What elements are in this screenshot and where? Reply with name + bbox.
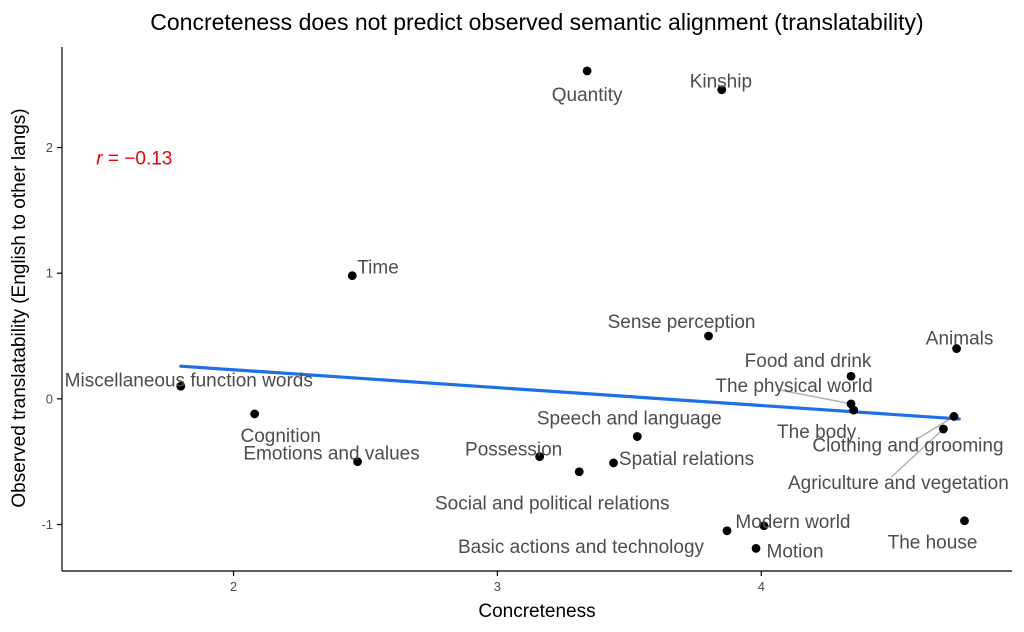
point-label: The body	[777, 422, 857, 443]
data-point	[751, 543, 761, 553]
point-label: Quantity	[552, 85, 623, 106]
point-label: Clothing and grooming	[812, 435, 1003, 456]
data-point	[849, 405, 859, 415]
correlation-value: = −0.13	[103, 149, 173, 170]
point-label: Time	[357, 258, 399, 279]
data-point	[960, 516, 969, 526]
x-tick-label: 3	[494, 579, 501, 594]
correlation-r-symbol: r	[96, 149, 103, 170]
data-point	[574, 467, 584, 477]
axis-ticks: 2 3 4 -1 0 1 2	[41, 140, 764, 594]
point-label: The house	[888, 533, 978, 554]
data-point	[347, 271, 357, 281]
point-label: Miscellaneous function words	[65, 370, 313, 391]
trend-line	[179, 364, 961, 421]
chart-title: Concreteness does not predict observed s…	[150, 9, 923, 35]
data-point	[722, 526, 732, 536]
y-tick-label: 2	[46, 140, 53, 155]
point-label: Modern world	[735, 512, 850, 533]
y-tick-label: -1	[41, 517, 53, 532]
label-connector	[778, 389, 852, 405]
point-label: Sense perception	[608, 312, 756, 333]
data-point	[704, 331, 713, 341]
label-connectors	[778, 389, 955, 478]
data-point	[717, 85, 727, 95]
point-label: Speech and language	[537, 409, 722, 430]
data-point	[535, 452, 545, 462]
x-tick-label: 2	[230, 579, 237, 594]
data-point	[176, 381, 186, 391]
data-point	[582, 66, 592, 76]
point-label: Kinship	[690, 72, 752, 93]
label-connector	[890, 428, 944, 478]
y-tick-label: 1	[46, 266, 53, 281]
point-label: Possession	[465, 440, 562, 461]
point-label: Motion	[767, 541, 824, 562]
x-axis-title: Concreteness	[478, 601, 595, 622]
data-point	[250, 409, 260, 419]
point-label: The physical world	[715, 376, 872, 397]
x-tick-label: 4	[758, 579, 765, 594]
data-point	[949, 412, 959, 421]
data-point	[353, 457, 362, 467]
y-axis-title: Observed translatability (English to oth…	[9, 108, 30, 507]
data-point	[846, 371, 856, 381]
data-point	[609, 458, 618, 468]
point-label: Emotions and values	[243, 444, 419, 465]
data-point	[759, 521, 769, 531]
data-point	[632, 432, 642, 441]
point-label: Animals	[926, 329, 994, 350]
data-point	[952, 344, 961, 353]
correlation-annotation: r = −0.13	[96, 149, 172, 170]
point-label: Cognition	[240, 426, 320, 447]
label-connector	[917, 415, 955, 440]
data-points	[176, 66, 969, 553]
point-label: Food and drink	[745, 351, 872, 372]
data-point	[938, 424, 948, 434]
point-label: Agriculture and vegetation	[788, 473, 1009, 494]
point-label: Basic actions and technology	[458, 537, 705, 558]
y-tick-label: 0	[46, 391, 53, 406]
point-label: Spatial relations	[619, 449, 754, 470]
point-labels: Quantity Kinship Time Sense perception Anima…	[65, 72, 1009, 563]
point-label: Social and political relations	[435, 494, 669, 515]
